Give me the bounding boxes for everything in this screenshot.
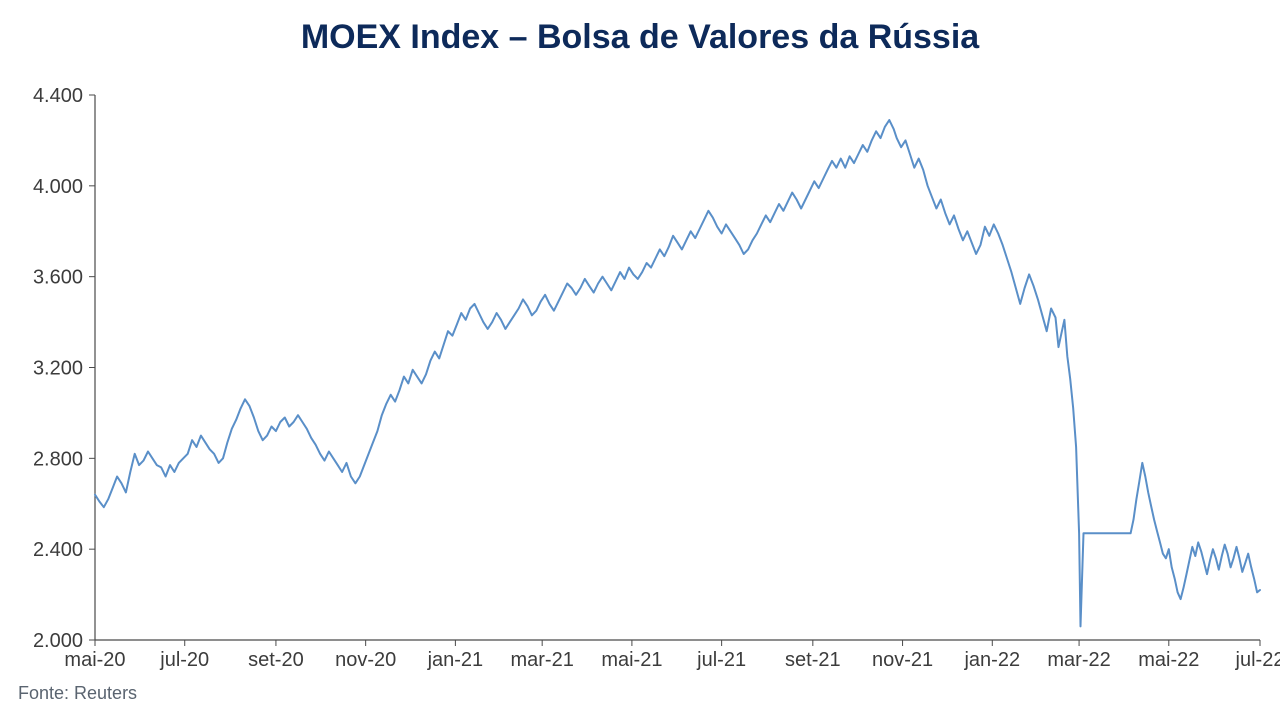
x-tick-label: mai-22 [1138,649,1199,671]
line-chart: 2.0002.4002.8003.2003.6004.0004.400mai-2… [0,0,1280,720]
y-tick-label: 3.200 [33,358,83,380]
series-line [95,120,1260,626]
x-tick-label: nov-21 [872,649,933,671]
chart-container: MOEX Index – Bolsa de Valores da Rússia … [0,0,1280,720]
y-tick-label: 3.600 [33,267,83,289]
x-tick-label: mar-21 [510,649,573,671]
x-tick-label: mar-22 [1047,649,1110,671]
x-tick-label: set-20 [248,649,304,671]
x-tick-label: mai-21 [601,649,662,671]
x-tick-label: set-21 [785,649,841,671]
x-tick-label: jan-21 [427,649,484,671]
chart-title: MOEX Index – Bolsa de Valores da Rússia [0,18,1280,57]
y-tick-label: 4.400 [33,85,83,107]
x-tick-label: nov-20 [335,649,396,671]
y-tick-label: 4.000 [33,176,83,198]
y-tick-label: 2.400 [33,539,83,561]
x-tick-label: jan-22 [963,649,1020,671]
x-tick-label: jul-20 [159,649,209,671]
x-tick-label: jul-21 [696,649,746,671]
y-tick-label: 2.800 [33,448,83,470]
x-tick-label: mai-20 [64,649,125,671]
source-label: Fonte: Reuters [18,683,137,704]
x-tick-label: jul-22 [1235,649,1280,671]
